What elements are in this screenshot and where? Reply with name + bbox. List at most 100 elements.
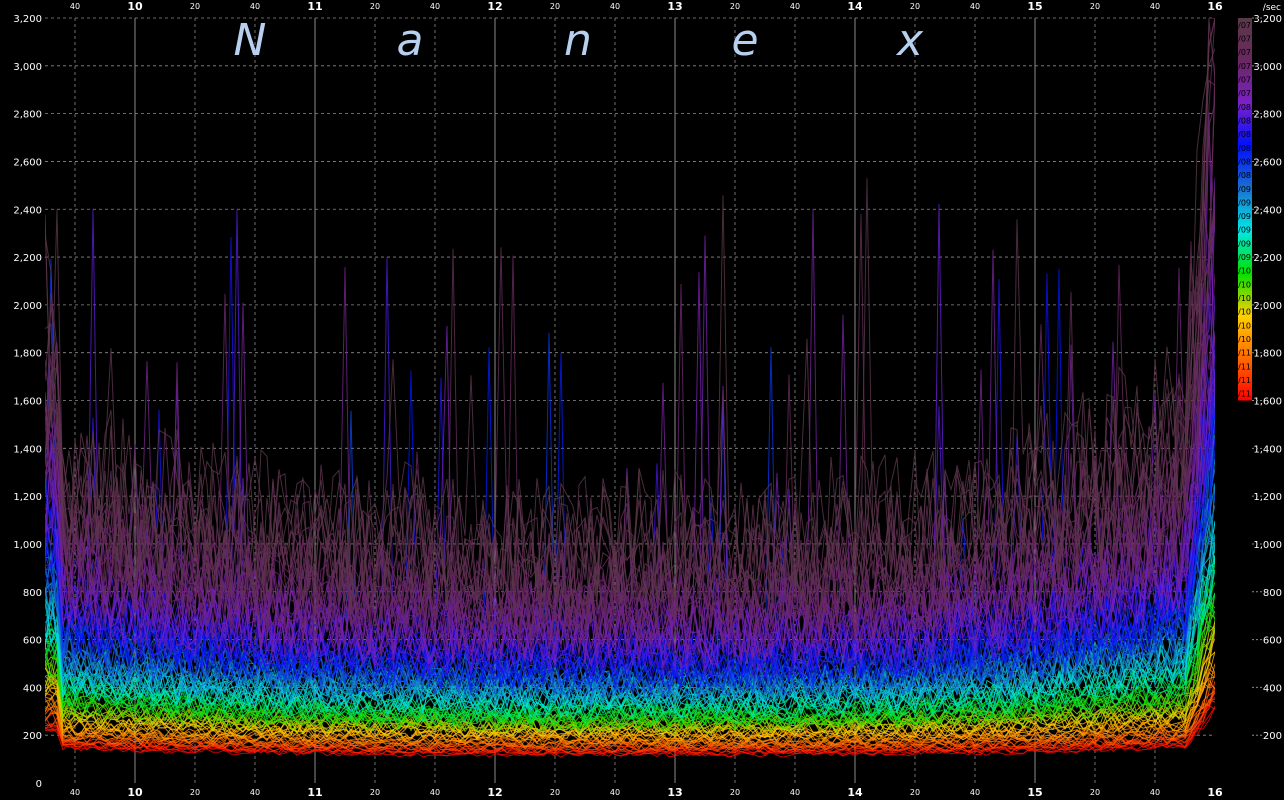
x-minor-tick-label: 20 [370, 788, 380, 797]
series-line [45, 20, 1215, 619]
legend-entry: 3/09 [1233, 198, 1251, 207]
y-tick-label-right: 2,800 [1253, 110, 1282, 121]
x-minor-tick-label: 20 [1090, 2, 1100, 11]
color-legend: 1/07 3/07 5/07 7/07 9/07 11/07 1/08 3/08 5/08 7/0… [1228, 18, 1252, 401]
x-minor-tick-label: 20 [190, 2, 200, 11]
series-line [45, 209, 1215, 675]
series-line [45, 18, 1215, 616]
series-lines [45, 18, 1215, 758]
x-major-tick-label: 12 [487, 0, 502, 13]
colorbar [1238, 18, 1252, 401]
series-line [45, 533, 1215, 712]
legend-entry: 7/10 [1233, 308, 1251, 317]
y-tick-label: 600 [23, 636, 42, 647]
x-axis-bottom: 10 11 12 13 14 15 16 40 20 40 20 40 20 40 20 40 20 40 20 40 [70, 786, 1223, 799]
legend-entry: 11/07 [1228, 89, 1251, 98]
x-major-tick-label: 13 [667, 786, 682, 799]
y-tick-label-right: 200 [1263, 731, 1282, 742]
legend-entry: 7/08 [1233, 144, 1251, 153]
legend-entry: 11/09 [1228, 253, 1251, 262]
x-minor-tick-label: 40 [430, 2, 440, 11]
legend-entry: 5/09 [1233, 212, 1251, 221]
x-major-tick-label: 11 [307, 786, 322, 799]
x-minor-tick-label: 40 [250, 2, 260, 11]
x-minor-tick-label: 40 [250, 788, 260, 797]
y-tick-label-right: 1,000 [1253, 540, 1282, 551]
y-tick-label: 2,400 [13, 205, 42, 216]
legend-entry: 5/11 [1233, 376, 1251, 385]
chart-title-letter: e [731, 15, 758, 66]
x-minor-tick-label: 40 [790, 788, 800, 797]
y-tick-label-right: 2,600 [1253, 157, 1282, 168]
x-major-tick-label: 14 [847, 786, 863, 799]
x-major-tick-label: 15 [1027, 0, 1042, 13]
chart-title-letter: n [564, 15, 592, 66]
y-tick-label: 3,200 [13, 14, 42, 25]
series-line [45, 483, 1215, 704]
y-tick-label: 200 [23, 731, 42, 742]
series-line [45, 273, 1215, 646]
series-line [45, 629, 1215, 740]
x-minor-tick-label: 20 [730, 788, 740, 797]
y-tick-label: 3,000 [13, 62, 42, 73]
y-tick-label: 400 [23, 683, 42, 694]
x-minor-tick-label: 40 [790, 2, 800, 11]
series-line [45, 79, 1215, 609]
y-tick-label-right: 2,000 [1253, 301, 1282, 312]
y-tick-label-right: 1,600 [1253, 397, 1282, 408]
x-minor-tick-label: 40 [70, 788, 80, 797]
y-tick-label-right: 800 [1263, 588, 1282, 599]
legend-entry: 7/09 [1233, 226, 1251, 235]
legend-entry: 11/08 [1228, 171, 1251, 180]
legend-entry: 3/11 [1233, 362, 1251, 371]
y-tick-label-right: 1,800 [1253, 349, 1282, 360]
legend-entry: 3/08 [1233, 116, 1251, 125]
x-minor-tick-label: 40 [970, 788, 980, 797]
x-minor-tick-label: 20 [550, 2, 560, 11]
series-line [45, 628, 1215, 734]
y-tick-label-right: 2,400 [1253, 205, 1282, 216]
y-tick-label-right: 1,400 [1253, 444, 1282, 455]
y-tick-label-right: 2,200 [1253, 253, 1282, 264]
x-major-tick-label: 13 [667, 0, 682, 13]
x-minor-tick-label: 20 [1090, 788, 1100, 797]
x-major-tick-label: 14 [847, 0, 863, 13]
series-line [45, 537, 1215, 705]
legend-entry: 9/08 [1233, 157, 1251, 166]
legend-entry: 5/10 [1233, 294, 1251, 303]
y-axis-left: 0 200 400 600 800 1,000 1,200 1,400 1,600 1,800 2,… [13, 14, 42, 790]
series-line [45, 686, 1215, 753]
x-minor-tick-label: 20 [550, 788, 560, 797]
legend-entry: 5/07 [1233, 48, 1251, 57]
series-line [45, 592, 1215, 732]
x-minor-tick-label: 40 [1150, 788, 1160, 797]
x-minor-tick-label: 40 [610, 788, 620, 797]
x-major-tick-label: 12 [487, 786, 502, 799]
legend-entry: 3/10 [1233, 280, 1251, 289]
chart-title-letter: a [397, 15, 424, 66]
x-minor-tick-label: 40 [430, 788, 440, 797]
series-line [45, 394, 1215, 698]
series-line [45, 555, 1215, 720]
y-tick-label: 2,200 [13, 253, 42, 264]
y-tick-label: 1,800 [13, 349, 42, 360]
x-minor-tick-label: 40 [70, 2, 80, 11]
x-major-tick-label: 16 [1207, 786, 1223, 799]
x-minor-tick-label: 40 [610, 2, 620, 11]
y-tick-label-right: 600 [1263, 636, 1282, 647]
y-tick-label: 2,000 [13, 301, 42, 312]
legend-entry: 1/07 [1233, 21, 1251, 30]
y-tick-label-right: 3,000 [1253, 62, 1282, 73]
y-tick-label: 2,800 [13, 110, 42, 121]
series-line [45, 62, 1215, 639]
y-tick-label: 1,000 [13, 540, 42, 551]
legend-entry: 1/11 [1233, 349, 1251, 358]
series-line [45, 569, 1215, 724]
x-major-tick-label: 16 [1207, 0, 1223, 13]
y-unit-label: /sec [1263, 3, 1281, 13]
y-tick-label: 2,600 [13, 157, 42, 168]
x-major-tick-label: 11 [307, 0, 322, 13]
y-tick-label-right: 3,200 [1253, 14, 1282, 25]
legend-entry: 5/08 [1233, 130, 1251, 139]
